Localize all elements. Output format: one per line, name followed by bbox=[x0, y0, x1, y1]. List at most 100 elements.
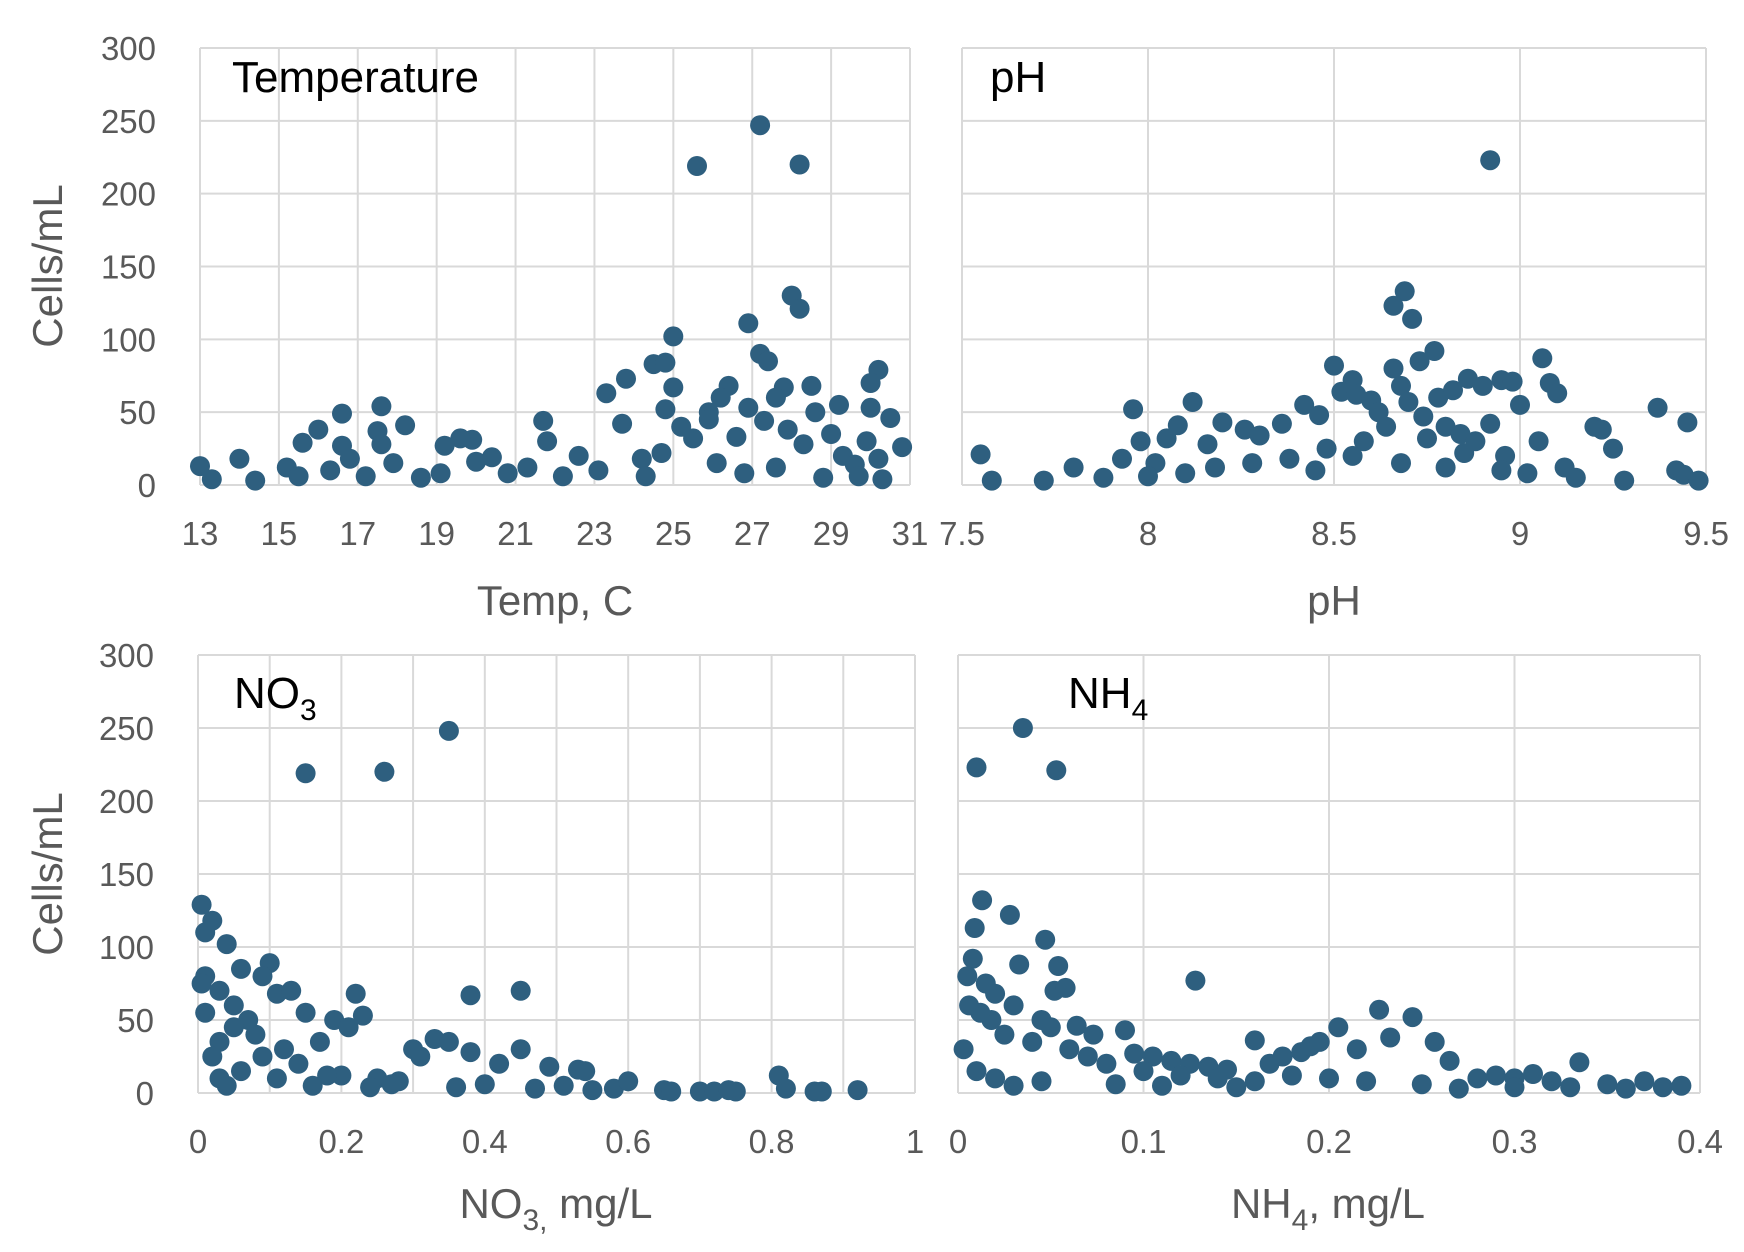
panel-ph: 7.5 8 8.5 9 9.5 pH pH bbox=[939, 47, 1729, 624]
no3-data-point bbox=[460, 1042, 481, 1063]
ph-data-point bbox=[1305, 460, 1326, 481]
temperature-data-point bbox=[596, 383, 617, 404]
nh4-data-point bbox=[1569, 1052, 1590, 1073]
no3-data-point bbox=[381, 1074, 402, 1095]
temperature-data-point bbox=[395, 415, 416, 436]
nh4-data-point bbox=[1652, 1077, 1673, 1098]
nh4-data-point bbox=[1439, 1050, 1460, 1071]
ph-data-point bbox=[1383, 358, 1404, 379]
no3-data-point bbox=[553, 1075, 574, 1096]
nh4-data-point bbox=[1055, 977, 1076, 998]
no3-data-point bbox=[510, 1039, 531, 1060]
no3-y-axis-title: Cells/mL bbox=[24, 792, 71, 955]
ph-x-tick-label: 9.5 bbox=[1683, 515, 1729, 552]
temperature-data-point bbox=[292, 432, 313, 453]
temperature-data-point bbox=[698, 409, 719, 430]
nh4-data-point bbox=[1634, 1071, 1655, 1092]
nh4-x-tick-label: 0.2 bbox=[1306, 1123, 1352, 1160]
temperature-data-point bbox=[517, 457, 538, 478]
nh4-x-tick-label: 0.3 bbox=[1492, 1123, 1538, 1160]
temperature-data-point bbox=[434, 435, 455, 456]
no3-data-point bbox=[489, 1053, 510, 1074]
temperature-data-point bbox=[848, 466, 869, 487]
temperature-data-point bbox=[892, 437, 913, 458]
ph-x-tick-label: 8 bbox=[1139, 515, 1157, 552]
temperature-data-point bbox=[663, 326, 684, 347]
no3-data-point bbox=[202, 1046, 223, 1067]
temperature-data-point bbox=[706, 453, 727, 474]
temperature-data-point bbox=[710, 387, 731, 408]
ph-x-tick-label: 8.5 bbox=[1311, 515, 1357, 552]
no3-data-point bbox=[252, 966, 273, 987]
temperature-data-point bbox=[738, 397, 759, 418]
temperature-y-tick-label: 200 bbox=[101, 176, 156, 213]
no3-data-point bbox=[345, 983, 366, 1004]
ph-data-point bbox=[1271, 413, 1292, 434]
temperature-data-point bbox=[758, 351, 778, 372]
no3-data-point bbox=[811, 1081, 832, 1102]
nh4-data-point bbox=[1356, 1071, 1377, 1092]
temperature-data-point bbox=[789, 298, 810, 319]
no3-data-point bbox=[775, 1078, 796, 1099]
nh4-data-point bbox=[1467, 1068, 1488, 1089]
ph-data-point bbox=[1614, 470, 1635, 491]
ph-data-point bbox=[1242, 453, 1263, 474]
nh4-data-point bbox=[1541, 1071, 1562, 1092]
nh4-title-sub: 4 bbox=[1132, 694, 1149, 727]
no3-data-point bbox=[689, 1081, 710, 1102]
temperature-data-point bbox=[726, 426, 747, 447]
nh4-data-point bbox=[1597, 1074, 1618, 1095]
ph-data-point bbox=[1443, 380, 1463, 401]
nh4-data-point bbox=[1615, 1078, 1636, 1099]
no3-data-point bbox=[352, 1005, 373, 1026]
no3-y-tick-label: 250 bbox=[99, 710, 154, 747]
nh4-data-point bbox=[1003, 995, 1024, 1016]
temperature-data-point bbox=[754, 410, 775, 431]
ph-x-tick-label: 7.5 bbox=[939, 515, 985, 552]
ph-data-point bbox=[1205, 457, 1225, 478]
no3-scatter-points bbox=[191, 720, 868, 1102]
no3-data-point bbox=[460, 985, 481, 1006]
nh4-data-point bbox=[1369, 999, 1390, 1020]
nh4-data-point bbox=[1309, 1031, 1330, 1052]
nh4-data-point bbox=[959, 995, 980, 1016]
nh4-data-point bbox=[957, 966, 978, 987]
ph-data-point bbox=[1647, 397, 1668, 418]
no3-data-point bbox=[618, 1071, 639, 1092]
ph-data-point bbox=[1491, 460, 1512, 481]
temperature-data-point bbox=[533, 410, 554, 431]
no3-data-point bbox=[209, 980, 230, 1001]
nh4-data-point bbox=[1152, 1075, 1172, 1096]
nh4-data-point bbox=[1009, 954, 1030, 975]
temperature-data-point bbox=[497, 463, 518, 484]
no3-x-tick-label: 0.4 bbox=[462, 1123, 508, 1160]
ph-data-point bbox=[1033, 470, 1054, 491]
temperature-data-point bbox=[829, 394, 849, 415]
nh4-data-point bbox=[1328, 1017, 1349, 1038]
ph-data-point bbox=[1175, 463, 1196, 484]
temperature-data-point bbox=[860, 373, 881, 393]
nh4-data-point bbox=[1031, 1071, 1052, 1092]
nh4-data-point bbox=[1105, 1074, 1126, 1095]
temperature-y-tick-label: 0 bbox=[138, 467, 156, 504]
temperature-data-point bbox=[663, 377, 684, 398]
nh4-data-point bbox=[985, 983, 1006, 1004]
no3-title-main: NO bbox=[234, 669, 300, 718]
ph-data-point bbox=[1353, 431, 1374, 452]
ph-data-point bbox=[1063, 457, 1084, 478]
nh4-data-point bbox=[1048, 956, 1069, 976]
temperature-data-point bbox=[229, 448, 250, 469]
nh4-data-point bbox=[1346, 1039, 1367, 1060]
nh4-data-point bbox=[1319, 1068, 1339, 1089]
no3-data-point bbox=[582, 1080, 603, 1101]
no3-data-point bbox=[338, 1017, 359, 1038]
temperature-data-point bbox=[201, 469, 222, 490]
temperature-data-point bbox=[655, 352, 676, 373]
nh4-x-axis-title: NH4, mg/L bbox=[1231, 1180, 1425, 1237]
nh4-data-point bbox=[1115, 1020, 1135, 1041]
nh4-data-point bbox=[966, 1061, 987, 1082]
no3-x-tick-label: 0.8 bbox=[749, 1123, 795, 1160]
no3-data-point bbox=[331, 1065, 352, 1086]
nh4-data-point bbox=[985, 1068, 1006, 1089]
temperature-y-tick-label: 100 bbox=[101, 321, 156, 358]
